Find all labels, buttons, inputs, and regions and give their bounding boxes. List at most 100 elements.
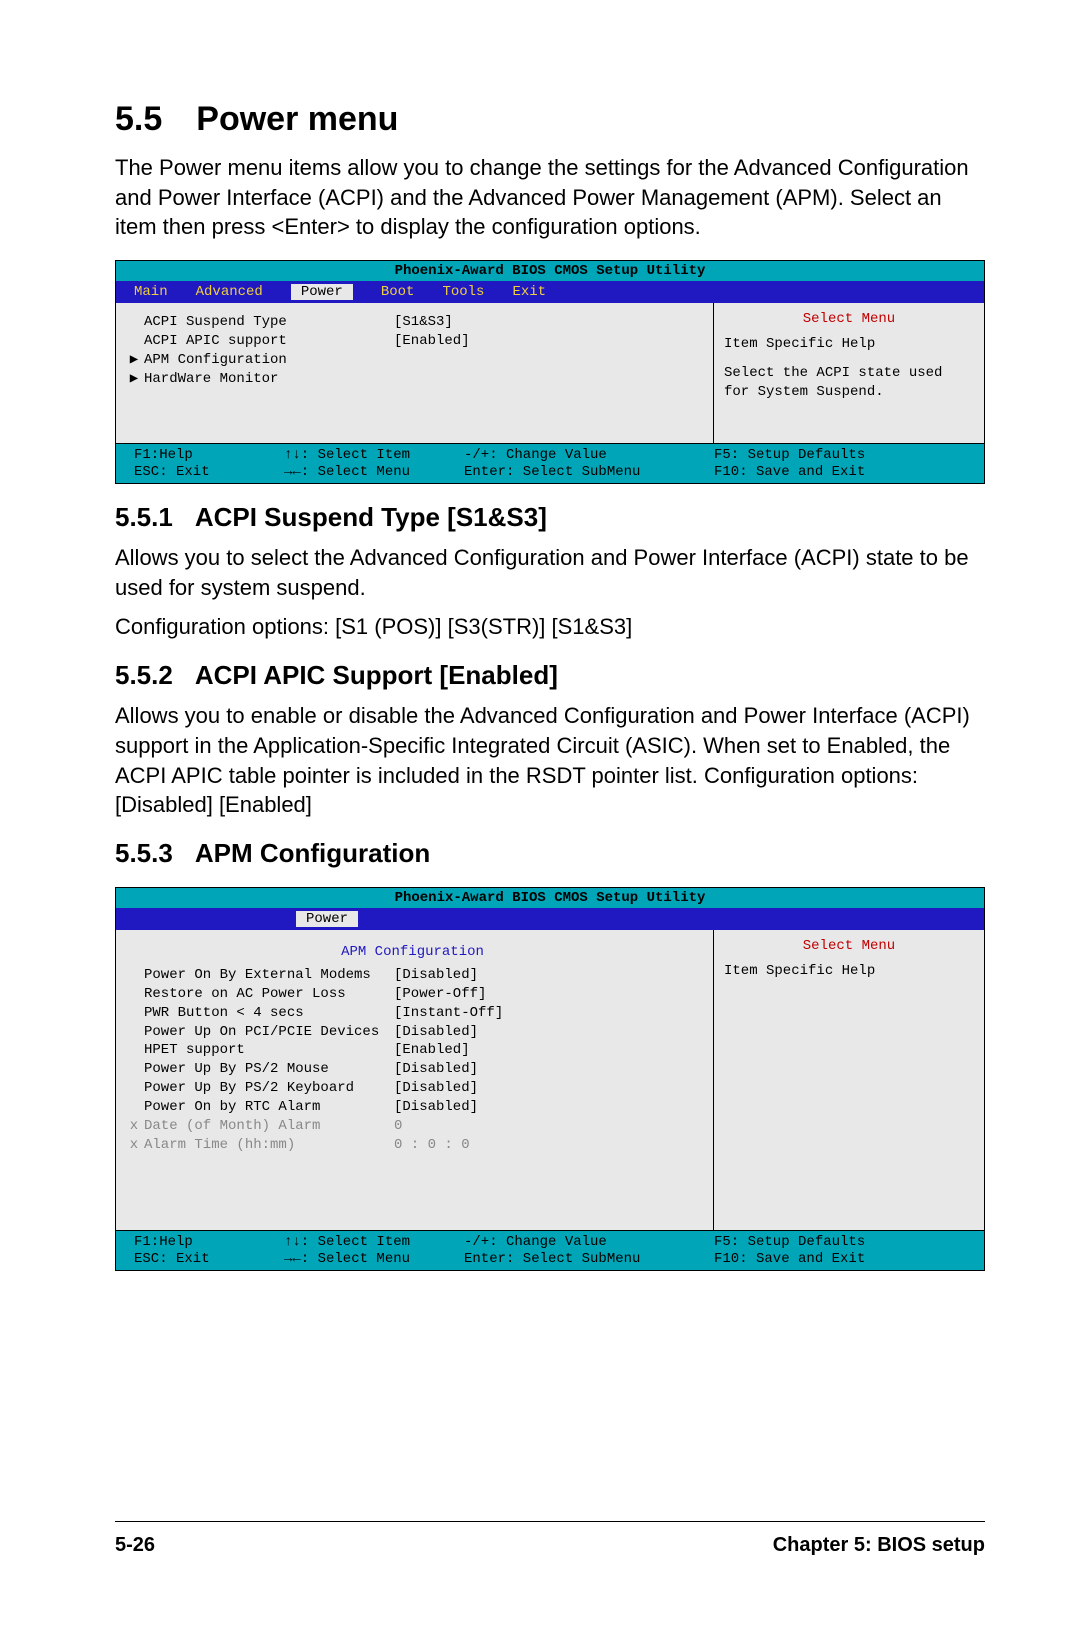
bios-item-label: Power Up By PS/2 Mouse — [144, 1060, 394, 1079]
bios-tab: Exit — [512, 284, 546, 300]
bios-item-value: [Disabled] — [394, 1060, 701, 1079]
bios-item-label: APM Configuration — [144, 351, 394, 370]
disabled-marker-icon — [124, 966, 144, 985]
body-paragraph: Allows you to select the Advanced Config… — [115, 543, 985, 602]
bios-item-row: ACPI APIC support[Enabled] — [124, 332, 701, 351]
bios-tab: Tools — [442, 284, 484, 300]
bios-item-row: Power Up By PS/2 Mouse[Disabled] — [124, 1060, 701, 1079]
bios-item-row: PWR Button < 4 secs[Instant-Off] — [124, 1004, 701, 1023]
disabled-marker-icon — [124, 1098, 144, 1117]
bios-item-label: HardWare Monitor — [144, 370, 394, 389]
bios-item-value: 0 — [394, 1117, 701, 1136]
select-menu-label: Select Menu — [724, 936, 974, 962]
submenu-marker-icon: ▶ — [124, 351, 144, 370]
bios-footer: F1:Help ↑↓: Select Item -/+: Change Valu… — [115, 443, 985, 484]
bios-item-row: ACPI Suspend Type[S1&S3] — [124, 313, 701, 332]
bios-item-row: ▶APM Configuration — [124, 351, 701, 370]
footer-key: -/+: Change Value — [464, 447, 714, 463]
bios-title: Phoenix-Award BIOS CMOS Setup Utility — [115, 887, 985, 908]
disabled-marker-icon — [124, 1060, 144, 1079]
disabled-marker-icon — [124, 1079, 144, 1098]
body-paragraph: Allows you to enable or disable the Adva… — [115, 701, 985, 820]
footer-key: F1:Help — [134, 447, 284, 463]
bios-item-value — [394, 370, 701, 389]
bios-item-label: PWR Button < 4 secs — [144, 1004, 394, 1023]
subsection-title: ACPI Suspend Type [S1&S3] — [195, 502, 547, 532]
bios-item-value: [S1&S3] — [394, 313, 701, 332]
footer-key: F1:Help — [134, 1234, 284, 1250]
footer-key: →←: Select Menu — [284, 1251, 464, 1267]
bios-menubar: Power — [115, 908, 985, 930]
subsection-title: ACPI APIC Support [Enabled] — [195, 660, 558, 690]
footer-key: F5: Setup Defaults — [714, 1234, 966, 1250]
footer-key: ↑↓: Select Item — [284, 1234, 464, 1250]
bios-item-row: Power On by RTC Alarm[Disabled] — [124, 1098, 701, 1117]
bios-footer: F1:Help ↑↓: Select Item -/+: Change Valu… — [115, 1230, 985, 1271]
subsection-title: APM Configuration — [195, 838, 430, 868]
footer-key: -/+: Change Value — [464, 1234, 714, 1250]
bios-tab: Boot — [381, 284, 415, 300]
bios-item-value: [Disabled] — [394, 1079, 701, 1098]
disabled-marker-icon — [124, 1041, 144, 1060]
footer-key: Enter: Select SubMenu — [464, 464, 714, 480]
help-title: Item Specific Help — [724, 962, 974, 981]
bios-item-label: ACPI APIC support — [144, 332, 394, 351]
disabled-marker-icon — [124, 1023, 144, 1042]
bios-item-row: Power Up On PCI/PCIE Devices[Disabled] — [124, 1023, 701, 1042]
bios-tab: Power — [291, 284, 353, 300]
bios-item-label: Date (of Month) Alarm — [144, 1117, 394, 1136]
footer-key: F10: Save and Exit — [714, 464, 966, 480]
disabled-marker-icon — [124, 1004, 144, 1023]
bios-item-value: [Disabled] — [394, 966, 701, 985]
page-footer: 5-26 Chapter 5: BIOS setup — [115, 1521, 985, 1557]
subsection-heading: 5.5.1 ACPI Suspend Type [S1&S3] — [115, 502, 985, 533]
bios-panel: ACPI Suspend Type[S1&S3]ACPI APIC suppor… — [115, 303, 985, 443]
bios-item-row: xDate (of Month) Alarm 0 — [124, 1117, 701, 1136]
bios-item-row: Power Up By PS/2 Keyboard[Disabled] — [124, 1079, 701, 1098]
page-number: 5-26 — [115, 1534, 155, 1557]
bios-item-label: Power Up On PCI/PCIE Devices — [144, 1023, 394, 1042]
bios-subheading: APM Configuration — [124, 940, 701, 966]
footer-key: F5: Setup Defaults — [714, 447, 966, 463]
disabled-marker-icon — [124, 985, 144, 1004]
section-number: 5.5 — [115, 100, 162, 139]
bios-item-value: [Enabled] — [394, 1041, 701, 1060]
bios-panel: APM Configuration Power On By External M… — [115, 930, 985, 1230]
bios-item-value: [Disabled] — [394, 1098, 701, 1117]
help-title: Item Specific Help — [724, 335, 974, 354]
bios-item-label: Power Up By PS/2 Keyboard — [144, 1079, 394, 1098]
bios-item-value: [Enabled] — [394, 332, 701, 351]
section-heading: 5.5Power menu — [115, 100, 985, 139]
bios-item-label: Power On by RTC Alarm — [144, 1098, 394, 1117]
footer-key: ↑↓: Select Item — [284, 447, 464, 463]
bios-right-pane: Select Menu Item Specific Help — [714, 930, 984, 1230]
footer-key: F10: Save and Exit — [714, 1251, 966, 1267]
disabled-marker-icon: x — [124, 1117, 144, 1136]
bios-item-value: [Disabled] — [394, 1023, 701, 1042]
intro-paragraph: The Power menu items allow you to change… — [115, 153, 985, 242]
subsection-heading: 5.5.3 APM Configuration — [115, 838, 985, 869]
bios-item-value: [Power-Off] — [394, 985, 701, 1004]
bios-left-pane: APM Configuration Power On By External M… — [116, 930, 714, 1230]
bios-item-value: [Instant-Off] — [394, 1004, 701, 1023]
help-body: Select the ACPI state used for System Su… — [724, 364, 974, 402]
subsection-number: 5.5.3 — [115, 838, 173, 869]
bios-item-row: HPET support[Enabled] — [124, 1041, 701, 1060]
subsection-number: 5.5.1 — [115, 502, 173, 533]
disabled-marker-icon: x — [124, 1136, 144, 1155]
bios-title: Phoenix-Award BIOS CMOS Setup Utility — [115, 260, 985, 281]
bios-item-row: xAlarm Time (hh:mm)0 : 0 : 0 — [124, 1136, 701, 1155]
bios-right-pane: Select Menu Item Specific Help Select th… — [714, 303, 984, 443]
bios-item-row: ▶HardWare Monitor — [124, 370, 701, 389]
footer-key: →←: Select Menu — [284, 464, 464, 480]
bios-item-row: Restore on AC Power Loss[Power-Off] — [124, 985, 701, 1004]
bios-screenshot-apm-config: Phoenix-Award BIOS CMOS Setup Utility Po… — [115, 887, 985, 1271]
bios-item-label: HPET support — [144, 1041, 394, 1060]
submenu-marker-icon: ▶ — [124, 370, 144, 389]
footer-key: Enter: Select SubMenu — [464, 1251, 714, 1267]
bios-menubar: MainAdvancedPowerBootToolsExit — [115, 281, 985, 303]
chapter-title: Chapter 5: BIOS setup — [773, 1534, 985, 1557]
body-paragraph: Configuration options: [S1 (POS)] [S3(ST… — [115, 612, 985, 642]
bios-item-label: Alarm Time (hh:mm) — [144, 1136, 394, 1155]
footer-key: ESC: Exit — [134, 1251, 284, 1267]
